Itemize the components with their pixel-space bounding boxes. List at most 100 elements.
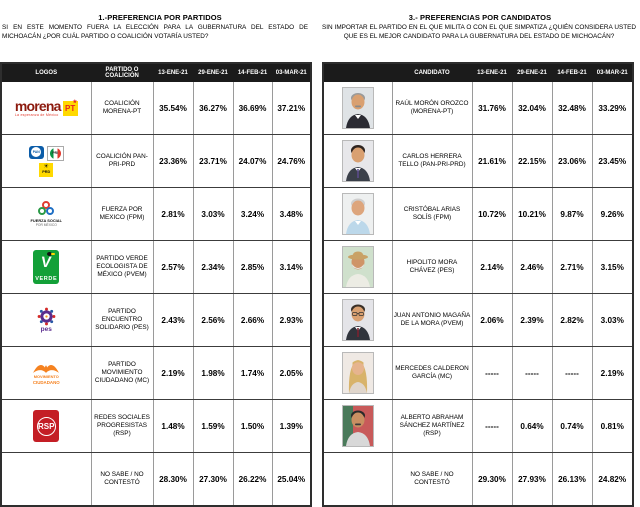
pes-letters: pes bbox=[40, 326, 52, 333]
value-cell: 33.29% bbox=[591, 81, 634, 135]
column-header-photo bbox=[322, 62, 393, 82]
table-row: CRISTÓBAL ARIAS SOLÍS (FPM) 10.72% 10.21… bbox=[322, 187, 634, 241]
value-cell: ----- bbox=[471, 399, 513, 453]
column-header-logos: LOGOS bbox=[0, 62, 92, 82]
value-cell: 3.48% bbox=[271, 187, 312, 241]
morena-wordmark: morena bbox=[14, 97, 62, 114]
fuerza-por-mexico-logo: FUERZA SOCIAL POR MÉXICO bbox=[3, 201, 90, 227]
value-cell: 26.22% bbox=[232, 452, 273, 507]
movimiento-ciudadano-logo: MOVIMIENTO CIUDADANO bbox=[3, 361, 90, 385]
value-cell: 24.82% bbox=[591, 452, 634, 507]
pes-logo: pes bbox=[3, 307, 90, 333]
rsp-letters: RSP bbox=[38, 421, 55, 431]
value-cell: 0.81% bbox=[591, 399, 634, 453]
table-row: MERCEDES CALDERON GARCÍA (MC) ----- ----… bbox=[322, 346, 634, 400]
candidate-name: CRISTÓBAL ARIAS SOLÍS (FPM) bbox=[391, 187, 473, 241]
table-row: morena La esperanza de México ★ PT COALIC… bbox=[0, 81, 312, 135]
rsp-circle-icon bbox=[36, 416, 56, 436]
pes-gear-icon bbox=[37, 307, 56, 326]
value-cell: 2.56% bbox=[192, 293, 234, 347]
value-cell: 2.19% bbox=[591, 346, 634, 400]
party-table-title: 1.-PREFERENCIA POR PARTIDOS bbox=[98, 13, 222, 22]
value-cell: 2.46% bbox=[511, 240, 553, 294]
column-header-date-1: 13-ENE-21 bbox=[152, 62, 194, 82]
value-cell: 2.71% bbox=[551, 240, 593, 294]
candidate-photo bbox=[341, 87, 374, 129]
value-cell: 10.21% bbox=[511, 187, 553, 241]
candidate-photo bbox=[341, 246, 374, 288]
column-header-date-2: 29-ENE-21 bbox=[192, 62, 234, 82]
prd-letters: PRD bbox=[42, 170, 51, 175]
verde-v-letter: V bbox=[40, 254, 53, 271]
value-cell: 3.14% bbox=[271, 240, 312, 294]
value-cell: 2.14% bbox=[471, 240, 513, 294]
pvem-logo: V VERDE bbox=[33, 250, 60, 284]
value-cell: ----- bbox=[551, 346, 593, 400]
value-cell: 2.05% bbox=[271, 346, 312, 400]
value-cell: 2.19% bbox=[152, 346, 194, 400]
value-cell: 9.87% bbox=[551, 187, 593, 241]
column-header-candidate: CANDIDATO bbox=[391, 62, 473, 82]
party-name: NO SABE / NO CONTESTÓ bbox=[90, 452, 154, 507]
table-row: CARLOS HERRERA TELLO (PAN-PRI-PRD) 21.61… bbox=[322, 134, 634, 188]
candidate-photo bbox=[341, 405, 374, 447]
value-cell: 1.74% bbox=[232, 346, 273, 400]
candidate-name: ALBERTO ABRAHAM SÁNCHEZ MARTÍNEZ (RSP) bbox=[391, 399, 473, 453]
table-row: MOVIMIENTO CIUDADANO PARTIDO MOVIMIENTO … bbox=[0, 346, 312, 400]
value-cell: 0.64% bbox=[511, 399, 553, 453]
prd-logo: ☀ PRD bbox=[39, 162, 54, 177]
value-cell: 2.06% bbox=[471, 293, 513, 347]
table-row: V VERDE PARTIDO VERDE ECOLOGISTA DE MÉXI… bbox=[0, 240, 312, 294]
value-cell: 24.07% bbox=[232, 134, 273, 188]
value-cell: 2.82% bbox=[551, 293, 593, 347]
prd-sun-icon: ☀ bbox=[43, 163, 49, 170]
table-row: JUAN ANTONIO MAGAÑA DE LA MORA (PVEM) 2.… bbox=[322, 293, 634, 347]
value-cell: 9.26% bbox=[591, 187, 634, 241]
mc-label-line2: CIUDADANO bbox=[32, 379, 60, 385]
value-cell: 2.39% bbox=[511, 293, 553, 347]
value-cell: 36.27% bbox=[192, 81, 234, 135]
table-row: HIPOLITO MORA CHÁVEZ (PES) 2.14% 2.46% 2… bbox=[322, 240, 634, 294]
table-row: pes PARTIDO ENCUENTRO SOLIDARIO (PES) 2.… bbox=[0, 293, 312, 347]
value-cell: 3.15% bbox=[591, 240, 634, 294]
value-cell: 32.48% bbox=[551, 81, 593, 135]
mc-label-line1: MOVIMIENTO bbox=[33, 374, 59, 380]
table-row: RAÚL MORÓN OROZCO (MORENA-PT) 31.76% 32.… bbox=[322, 81, 634, 135]
value-cell: 1.50% bbox=[232, 399, 273, 453]
value-cell: 1.59% bbox=[192, 399, 234, 453]
value-cell: 3.24% bbox=[232, 187, 273, 241]
value-cell: 22.15% bbox=[511, 134, 553, 188]
value-cell: 2.93% bbox=[271, 293, 312, 347]
value-cell: 36.69% bbox=[232, 81, 273, 135]
value-cell: 2.57% bbox=[152, 240, 194, 294]
candidate-name: MERCEDES CALDERON GARCÍA (MC) bbox=[391, 346, 473, 400]
morena-tagline: La esperanza de México bbox=[14, 112, 59, 117]
pri-logo: PRI bbox=[46, 145, 64, 161]
value-cell: 3.03% bbox=[192, 187, 234, 241]
morena-pt-logo: morena La esperanza de México ★ PT bbox=[3, 97, 90, 117]
value-cell: 31.76% bbox=[471, 81, 513, 135]
column-header-date-4: 03-MAR-21 bbox=[271, 62, 312, 82]
column-header-date-1: 13-ENE-21 bbox=[471, 62, 513, 82]
empty-photo-cell bbox=[322, 452, 393, 507]
value-cell: ----- bbox=[471, 346, 513, 400]
value-cell: 2.43% bbox=[152, 293, 194, 347]
candidate-question-text: SIN IMPORTAR EL PARTIDO EN EL QUE MILITA… bbox=[322, 24, 636, 40]
pri-letters: PRI bbox=[49, 147, 61, 159]
value-cell: 25.04% bbox=[271, 452, 312, 507]
party-name: PARTIDO VERDE ECOLOGISTA DE MÉXICO (PVEM… bbox=[90, 240, 154, 294]
party-name: REDES SOCIALES PROGRESISTAS (RSP) bbox=[90, 399, 154, 453]
pt-logo: ★ PT bbox=[62, 99, 78, 116]
value-cell: 24.76% bbox=[271, 134, 312, 188]
value-cell: 0.74% bbox=[551, 399, 593, 453]
pan-logo: PAN bbox=[28, 145, 44, 159]
column-header-date-3: 14-FEB-21 bbox=[551, 62, 593, 82]
value-cell: 37.21% bbox=[271, 81, 312, 135]
candidate-name: RAÚL MORÓN OROZCO (MORENA-PT) bbox=[391, 81, 473, 135]
value-cell: 23.36% bbox=[152, 134, 194, 188]
value-cell: 28.30% bbox=[152, 452, 194, 507]
candidate-name: JUAN ANTONIO MAGAÑA DE LA MORA (PVEM) bbox=[391, 293, 473, 347]
value-cell: ----- bbox=[511, 346, 553, 400]
value-cell: 2.81% bbox=[152, 187, 194, 241]
value-cell: 3.03% bbox=[591, 293, 634, 347]
